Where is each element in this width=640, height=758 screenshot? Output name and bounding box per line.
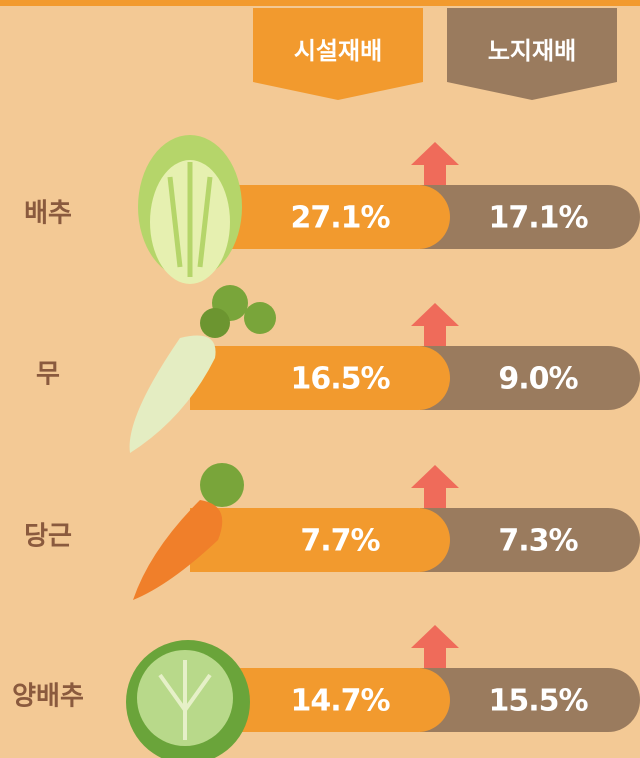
arrow-up [411,625,459,668]
row-label: 배추 [24,199,72,229]
icon-leaf [244,302,276,334]
bar-open [420,185,640,249]
bar-open [420,668,640,732]
value-open: 7.3% [498,524,578,559]
value-greenhouse: 14.7% [290,684,390,719]
value-open: 15.5% [488,684,588,719]
rows: 배추 27.1% 17.1% 무 16.5% 9.0% 당근 7.7% 7.3% 양배추 14.7%… [12,135,640,758]
arrow-up [411,303,459,346]
header-tab [253,8,423,100]
arrow-up [411,465,459,508]
value-open: 9.0% [498,362,578,397]
header-tab [447,8,617,100]
bar-greenhouse [190,508,450,572]
icon-leaf [200,308,230,338]
icon-vein [167,162,213,277]
bar-greenhouse [190,668,450,732]
bar-open [420,508,640,572]
icon-root [129,335,216,453]
bar-greenhouse [190,346,450,410]
icon-leaf [200,463,244,507]
header-label: 시설재배 [294,37,382,65]
row-label: 양배추 [12,682,84,712]
bar-greenhouse [190,185,450,249]
arrow-up [411,142,459,185]
value-greenhouse: 7.7% [300,524,380,559]
top-strip [0,0,640,6]
header-label: 노지재배 [488,37,576,65]
bar-open [420,346,640,410]
row-label: 당근 [24,522,72,552]
row-label: 무 [36,360,60,390]
icon-root [133,500,223,600]
icon-vein [158,660,212,740]
value-greenhouse: 16.5% [290,362,390,397]
value-greenhouse: 27.1% [290,201,390,236]
value-open: 17.1% [488,201,588,236]
